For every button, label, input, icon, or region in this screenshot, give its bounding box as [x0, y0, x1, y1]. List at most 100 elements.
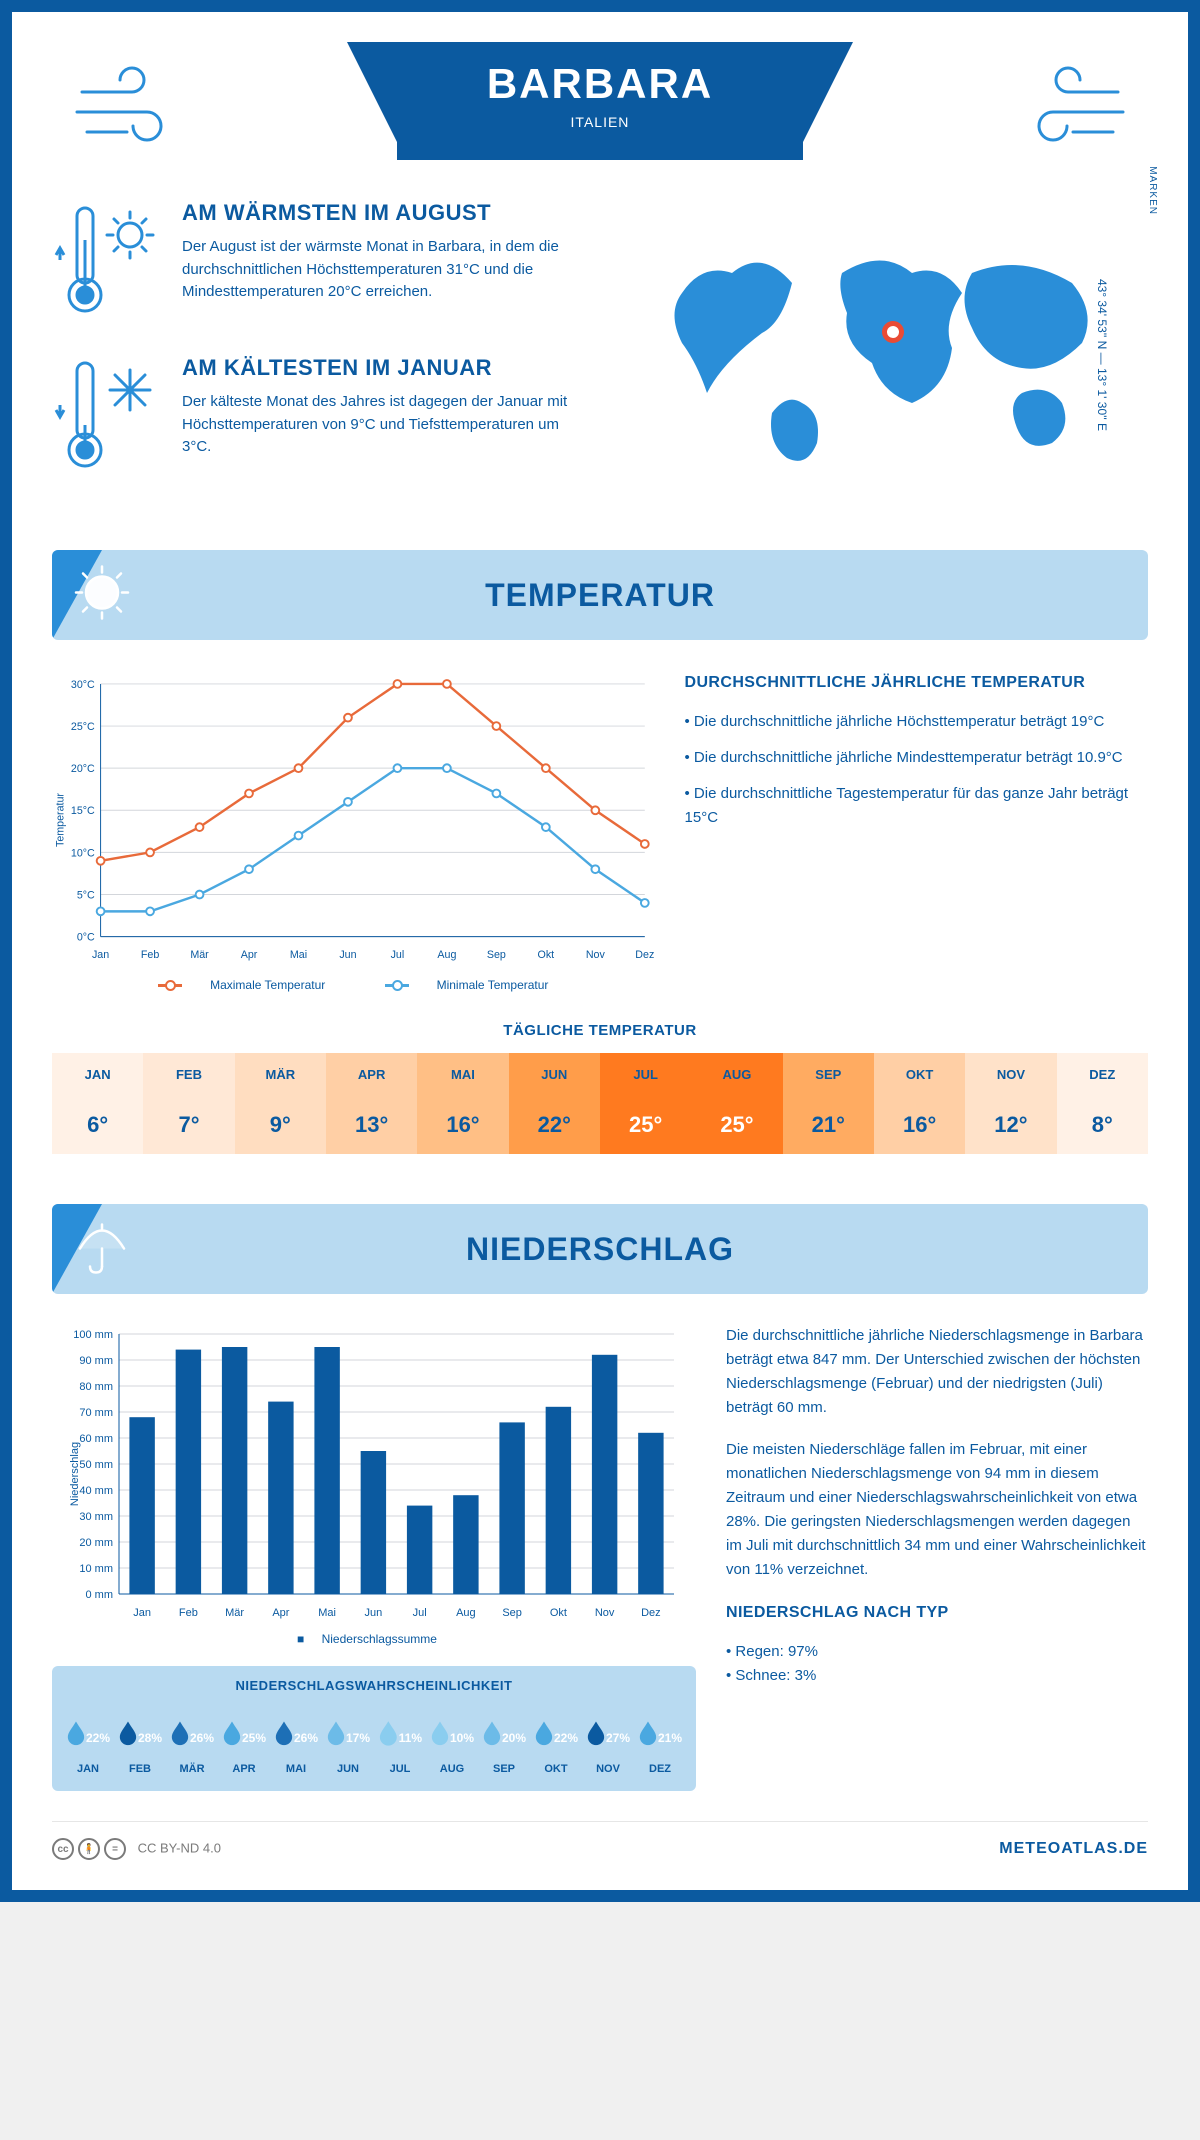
- svg-text:Aug: Aug: [437, 949, 456, 961]
- rain-drop: 21%DEZ: [638, 1705, 682, 1775]
- svg-text:Niederschlag: Niederschlag: [69, 1442, 81, 1506]
- svg-text:Dez: Dez: [641, 1607, 661, 1619]
- svg-text:10 mm: 10 mm: [79, 1563, 113, 1575]
- world-map: [652, 233, 1112, 478]
- svg-text:60 mm: 60 mm: [79, 1433, 113, 1445]
- svg-text:30°C: 30°C: [71, 679, 95, 691]
- svg-text:Jul: Jul: [391, 949, 405, 961]
- location-marker-icon: [882, 321, 904, 343]
- temp-summary-heading: DURCHSCHNITTLICHE JÄHRLICHE TEMPERATUR: [685, 670, 1148, 696]
- svg-text:Jan: Jan: [133, 1607, 151, 1619]
- svg-text:Jul: Jul: [413, 1607, 427, 1619]
- temperature-summary: DURCHSCHNITTLICHE JÄHRLICHE TEMPERATUR •…: [685, 670, 1148, 992]
- thermometer-cold-icon: [52, 355, 162, 480]
- license-block: cc 🧍 = CC BY-ND 4.0: [52, 1838, 221, 1860]
- rain-drop: 26%MÄR: [170, 1705, 214, 1775]
- precipitation-bar-chart: 0 mm10 mm20 mm30 mm40 mm50 mm60 mm70 mm8…: [52, 1324, 696, 1624]
- rain-paragraph: Die meisten Niederschläge fallen im Febr…: [726, 1438, 1148, 1582]
- rain-drop: 10%AUG: [430, 1705, 474, 1775]
- nd-icon: =: [104, 1838, 126, 1860]
- svg-text:Feb: Feb: [179, 1607, 198, 1619]
- rain-drop: 22%OKT: [534, 1705, 578, 1775]
- svg-text:Mai: Mai: [290, 949, 307, 961]
- rain-probability-box: NIEDERSCHLAGSWAHRSCHEINLICHKEIT 22%JAN28…: [52, 1666, 696, 1791]
- svg-text:Mär: Mär: [190, 949, 209, 961]
- sun-icon: [72, 563, 132, 628]
- svg-text:Jun: Jun: [365, 1607, 383, 1619]
- temperature-section-banner: TEMPERATUR: [52, 550, 1148, 640]
- temperature-line-chart: 0°C5°C10°C15°C20°C25°C30°CJanFebMärAprMa…: [52, 670, 655, 970]
- svg-text:20°C: 20°C: [71, 763, 95, 775]
- svg-text:Apr: Apr: [241, 949, 258, 961]
- svg-text:Mai: Mai: [318, 1607, 336, 1619]
- temp-bullet: • Die durchschnittliche jährliche Höchst…: [685, 710, 1148, 734]
- probability-heading: NIEDERSCHLAGSWAHRSCHEINLICHKEIT: [66, 1678, 682, 1693]
- warmest-text: Der August ist der wärmste Monat in Barb…: [182, 236, 585, 304]
- svg-text:5°C: 5°C: [77, 889, 95, 901]
- heat-cell: APR13°: [326, 1053, 417, 1154]
- top-info-row: AM WÄRMSTEN IM AUGUST Der August ist der…: [52, 200, 1148, 510]
- heat-cell: JAN6°: [52, 1053, 143, 1154]
- svg-text:50 mm: 50 mm: [79, 1459, 113, 1471]
- umbrella-icon: [72, 1217, 132, 1282]
- rain-paragraph: Die durchschnittliche jährliche Niedersc…: [726, 1324, 1148, 1420]
- legend-rain: Niederschlagssumme: [322, 1632, 437, 1646]
- rain-summary: Die durchschnittliche jährliche Niedersc…: [726, 1324, 1148, 1791]
- svg-text:Aug: Aug: [456, 1607, 476, 1619]
- header-banner: BARBARA ITALIEN: [52, 42, 1148, 160]
- svg-text:Mär: Mär: [225, 1607, 244, 1619]
- rain-section-banner: NIEDERSCHLAG: [52, 1204, 1148, 1294]
- svg-text:Apr: Apr: [272, 1607, 289, 1619]
- coldest-title: AM KÄLTESTEN IM JANUAR: [182, 355, 585, 381]
- heat-cell: NOV12°: [965, 1053, 1056, 1154]
- rain-drop: 28%FEB: [118, 1705, 162, 1775]
- daily-temp-heatmap: JAN6°FEB7°MÄR9°APR13°MAI16°JUN22°JUL25°A…: [52, 1053, 1148, 1154]
- svg-text:Dez: Dez: [635, 949, 654, 961]
- legend-max: Maximale Temperatur: [210, 978, 325, 992]
- svg-text:Feb: Feb: [141, 949, 159, 961]
- rain-drop: 22%JAN: [66, 1705, 110, 1775]
- svg-text:10°C: 10°C: [71, 847, 95, 859]
- warmest-block: AM WÄRMSTEN IM AUGUST Der August ist der…: [52, 200, 585, 325]
- svg-text:Jun: Jun: [339, 949, 356, 961]
- svg-text:15°C: 15°C: [71, 805, 95, 817]
- license-text: CC BY-ND 4.0: [138, 1840, 221, 1855]
- svg-text:Sep: Sep: [487, 949, 506, 961]
- wind-icon: [72, 62, 192, 157]
- svg-text:100 mm: 100 mm: [73, 1329, 113, 1341]
- svg-text:Temperatur: Temperatur: [55, 793, 67, 847]
- svg-text:80 mm: 80 mm: [79, 1381, 113, 1393]
- temp-bullet: • Die durchschnittliche jährliche Mindes…: [685, 746, 1148, 770]
- heat-cell: SEP21°: [783, 1053, 874, 1154]
- svg-text:Nov: Nov: [595, 1607, 615, 1619]
- warmest-title: AM WÄRMSTEN IM AUGUST: [182, 200, 585, 226]
- svg-text:Jan: Jan: [92, 949, 109, 961]
- svg-text:90 mm: 90 mm: [79, 1355, 113, 1367]
- rain-drop: 27%NOV: [586, 1705, 630, 1775]
- thermometer-hot-icon: [52, 200, 162, 325]
- rain-drop: 25%APR: [222, 1705, 266, 1775]
- svg-text:30 mm: 30 mm: [79, 1511, 113, 1523]
- rain-drop: 26%MAI: [274, 1705, 318, 1775]
- svg-text:70 mm: 70 mm: [79, 1407, 113, 1419]
- chart-legend: Maximale Temperatur Minimale Temperatur: [52, 978, 655, 992]
- heat-cell: OKT16°: [874, 1053, 965, 1154]
- rain-type-item: • Schnee: 3%: [726, 1664, 1148, 1688]
- heat-cell: AUG25°: [691, 1053, 782, 1154]
- svg-text:20 mm: 20 mm: [79, 1537, 113, 1549]
- rain-drop: 11%JUL: [378, 1705, 422, 1775]
- chart-legend: ■ Niederschlagssumme: [52, 1632, 696, 1646]
- rain-type-heading: NIEDERSCHLAG NACH TYP: [726, 1600, 1148, 1626]
- svg-text:Sep: Sep: [502, 1607, 522, 1619]
- coldest-text: Der kälteste Monat des Jahres ist dagege…: [182, 391, 585, 459]
- region-label: MARKEN: [1147, 166, 1158, 215]
- wind-icon: [1008, 62, 1128, 157]
- infographic-page: BARBARA ITALIEN AM WÄRMSTEN IM AUGUST De…: [0, 0, 1200, 1902]
- country-subtitle: ITALIEN: [487, 114, 713, 130]
- svg-text:Okt: Okt: [538, 949, 555, 961]
- svg-text:0°C: 0°C: [77, 932, 95, 944]
- rain-drop: 20%SEP: [482, 1705, 526, 1775]
- section-title: TEMPERATUR: [485, 577, 715, 614]
- heat-cell: MÄR9°: [235, 1053, 326, 1154]
- city-title: BARBARA: [487, 60, 713, 108]
